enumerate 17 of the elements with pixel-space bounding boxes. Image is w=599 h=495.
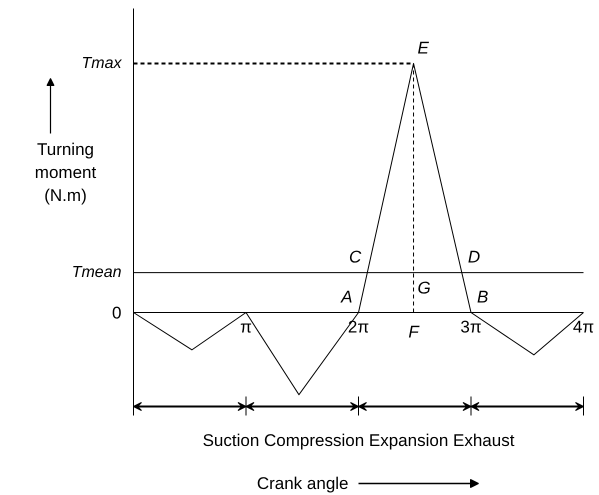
- annotation: G: [418, 278, 431, 298]
- annotation: B: [477, 288, 488, 306]
- x-axis-title: Crank angle: [256, 474, 349, 493]
- ref-line-label: Tmax: [82, 55, 122, 72]
- text: Suction Compression Expansion Exhaust: [202, 431, 515, 450]
- x-tick-label: 4π: [572, 318, 594, 336]
- ref-line-label: F: [408, 322, 420, 342]
- annotation: D: [468, 248, 480, 267]
- annotation: A: [340, 288, 353, 306]
- x-tick-label: π: [240, 318, 252, 336]
- annotation: E: [418, 38, 430, 58]
- x-tick-label: 3π: [460, 318, 482, 336]
- annotation: 0: [112, 304, 122, 322]
- annotation: C: [349, 248, 362, 267]
- x-tick-label: 2π: [348, 318, 370, 336]
- ref-line-label: Tmean: [72, 264, 122, 282]
- y-axis-title: Turning moment (N.m): [34, 140, 96, 205]
